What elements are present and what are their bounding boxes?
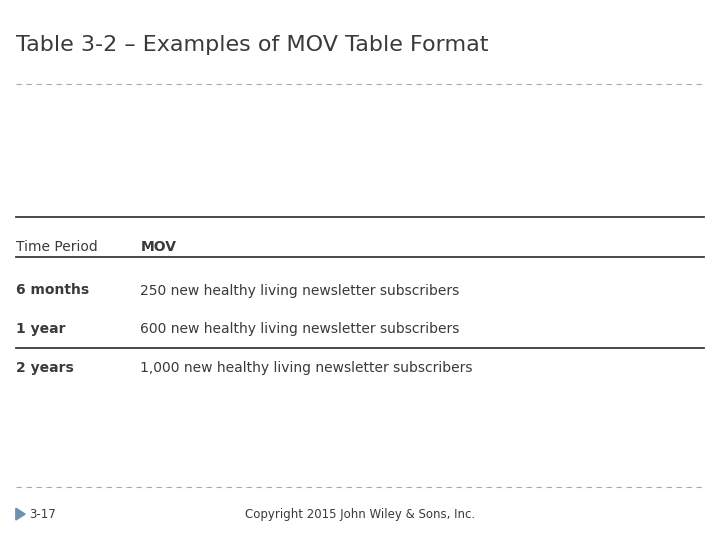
Text: 3-17: 3-17 [29, 508, 55, 521]
Text: Time Period: Time Period [16, 240, 98, 254]
Text: 600 new healthy living newsletter subscribers: 600 new healthy living newsletter subscr… [140, 322, 460, 336]
Text: 2 years: 2 years [16, 361, 73, 375]
Text: 1 year: 1 year [16, 322, 66, 336]
Polygon shape [16, 508, 25, 520]
Text: 250 new healthy living newsletter subscribers: 250 new healthy living newsletter subscr… [140, 284, 459, 298]
Text: 1,000 new healthy living newsletter subscribers: 1,000 new healthy living newsletter subs… [140, 361, 473, 375]
Text: Table 3-2 – Examples of MOV Table Format: Table 3-2 – Examples of MOV Table Format [16, 35, 488, 55]
Text: 6 months: 6 months [16, 284, 89, 298]
Text: MOV: MOV [140, 240, 176, 254]
Text: Copyright 2015 John Wiley & Sons, Inc.: Copyright 2015 John Wiley & Sons, Inc. [245, 508, 475, 521]
